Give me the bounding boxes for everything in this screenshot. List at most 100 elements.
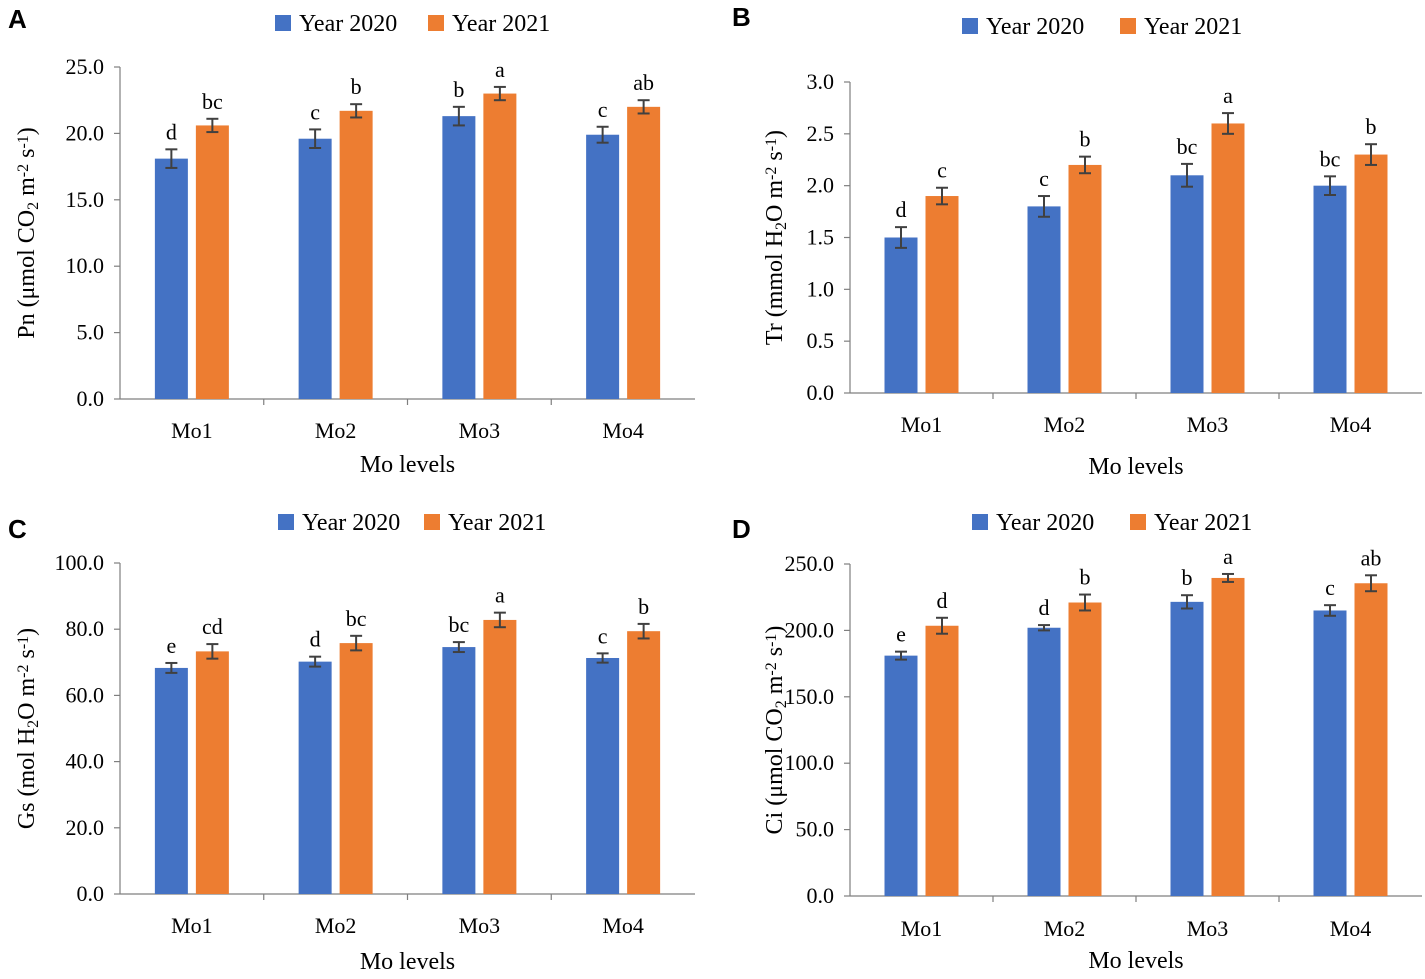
significance-letter: b [1080, 565, 1091, 590]
bar [442, 647, 476, 894]
chart-panel-d: D Year 2020 Year 2021 0.0 50.0 100.0 150.0 200.… [732, 510, 1422, 974]
y-axis-title-part: -2 [763, 662, 780, 675]
x-category-label: Mo3 [1187, 916, 1229, 941]
significance-letter: c [1325, 575, 1335, 600]
bar [627, 106, 661, 399]
bar [1027, 206, 1061, 393]
x-axis-title: Mo levels [1088, 948, 1183, 974]
y-tick-label: 20.0 [66, 815, 105, 840]
y-axis-title-part: Pn (μmol CO [14, 210, 40, 339]
x-category-label: Mo3 [1187, 412, 1229, 437]
y-axis-title-part: -1 [763, 138, 780, 151]
y-tick-label: 0.0 [807, 380, 835, 405]
significance-letter: bc [1177, 134, 1198, 159]
y-axis-title-part: -1 [15, 636, 32, 649]
y-axis-title-part: ) [14, 628, 40, 636]
x-category-label: Mo3 [459, 418, 501, 443]
legend-swatch [1120, 18, 1136, 34]
bar [298, 138, 332, 399]
bar [1027, 627, 1061, 896]
y-tick-label: 2.0 [807, 173, 835, 198]
bar [1211, 123, 1245, 393]
bar [298, 661, 332, 894]
x-category-label: Mo4 [1330, 916, 1372, 941]
legend-label: Year 2021 [1144, 14, 1242, 40]
significance-letter: bc [346, 606, 367, 631]
legend-label: Year 2020 [986, 14, 1084, 40]
bar [339, 643, 373, 894]
chart-panel-b: B Year 2020 Year 2021 0.0 0.5 1.0 1.5 2.0 2.5 3.0… [732, 2, 1422, 480]
bar [154, 158, 188, 399]
bar [627, 631, 661, 894]
legend-swatch [424, 514, 440, 530]
x-category-label: Mo2 [315, 913, 357, 938]
bar [1354, 154, 1388, 393]
significance-letter: d [937, 588, 948, 613]
significance-letter: d [310, 627, 321, 652]
significance-letter: ab [633, 70, 654, 95]
significance-letter: ab [1361, 545, 1382, 570]
y-tick-label: 100.0 [55, 550, 105, 575]
y-axis-title-part: s [14, 649, 40, 664]
legend-swatch [278, 514, 294, 530]
y-tick-label: 3.0 [807, 69, 835, 94]
y-axis-title-part: m [762, 675, 788, 700]
y-axis-title-part: s [14, 149, 40, 164]
bar [884, 237, 918, 393]
bar [154, 667, 188, 894]
x-category-label: Mo2 [1044, 916, 1086, 941]
y-tick-label: 2.5 [807, 121, 835, 146]
significance-letter: b [351, 74, 362, 99]
significance-letter: b [638, 594, 649, 619]
x-axis-title: Mo levels [360, 949, 455, 975]
bar [1313, 185, 1347, 393]
significance-letter: d [896, 197, 907, 222]
bar [1170, 175, 1204, 393]
y-tick-label: 25.0 [66, 54, 105, 79]
significance-letter: c [598, 97, 608, 122]
legend: Year 2020 Year 2021 [275, 11, 550, 37]
y-tick-label: 60.0 [66, 682, 105, 707]
significance-letter: bc [202, 89, 223, 114]
legend: Year 2020 Year 2021 [962, 14, 1242, 40]
y-tick-label: 150.0 [785, 684, 835, 709]
y-tick-label: 10.0 [66, 253, 105, 278]
y-tick-label: 1.5 [807, 225, 835, 250]
bar [1068, 164, 1102, 393]
y-tick-label: 15.0 [66, 187, 105, 212]
significance-letter: a [495, 57, 505, 82]
significance-letter: cd [202, 614, 223, 639]
bar [483, 93, 517, 399]
bar [442, 116, 476, 400]
legend-label: Year 2020 [299, 11, 397, 37]
panel-letter: B [732, 2, 751, 32]
y-tick-label: 0.0 [77, 386, 105, 411]
bar [586, 657, 620, 894]
y-axis-title-part: -1 [763, 634, 780, 647]
x-category-label: Mo1 [171, 913, 213, 938]
y-axis-title-part: -2 [763, 167, 780, 180]
y-axis-title-part: -1 [15, 135, 32, 148]
y-tick-label: 100.0 [785, 750, 835, 775]
bar [925, 625, 959, 896]
y-axis-title-part: m [14, 177, 40, 202]
x-axis-title: Mo levels [1088, 454, 1183, 480]
significance-letter: a [495, 583, 505, 608]
bar [925, 196, 959, 393]
legend: Year 2020 Year 2021 [972, 510, 1252, 536]
y-axis-title-part: Ci (μmol CO [762, 708, 788, 834]
bar [1354, 583, 1388, 896]
x-category-label: Mo4 [602, 418, 644, 443]
y-axis-title-part: ) [762, 130, 788, 138]
bar [1211, 577, 1245, 896]
bar [195, 651, 229, 894]
y-axis-title-part: Tr (mmol H [762, 230, 788, 345]
y-axis-title-part: ) [14, 127, 40, 135]
legend-swatch [972, 514, 988, 530]
legend-label: Year 2021 [448, 510, 546, 536]
y-tick-label: 40.0 [66, 749, 105, 774]
y-tick-label: 250.0 [785, 551, 835, 576]
y-tick-label: 50.0 [796, 817, 835, 842]
y-tick-label: 1.0 [807, 276, 835, 301]
legend-label: Year 2021 [1154, 510, 1252, 536]
